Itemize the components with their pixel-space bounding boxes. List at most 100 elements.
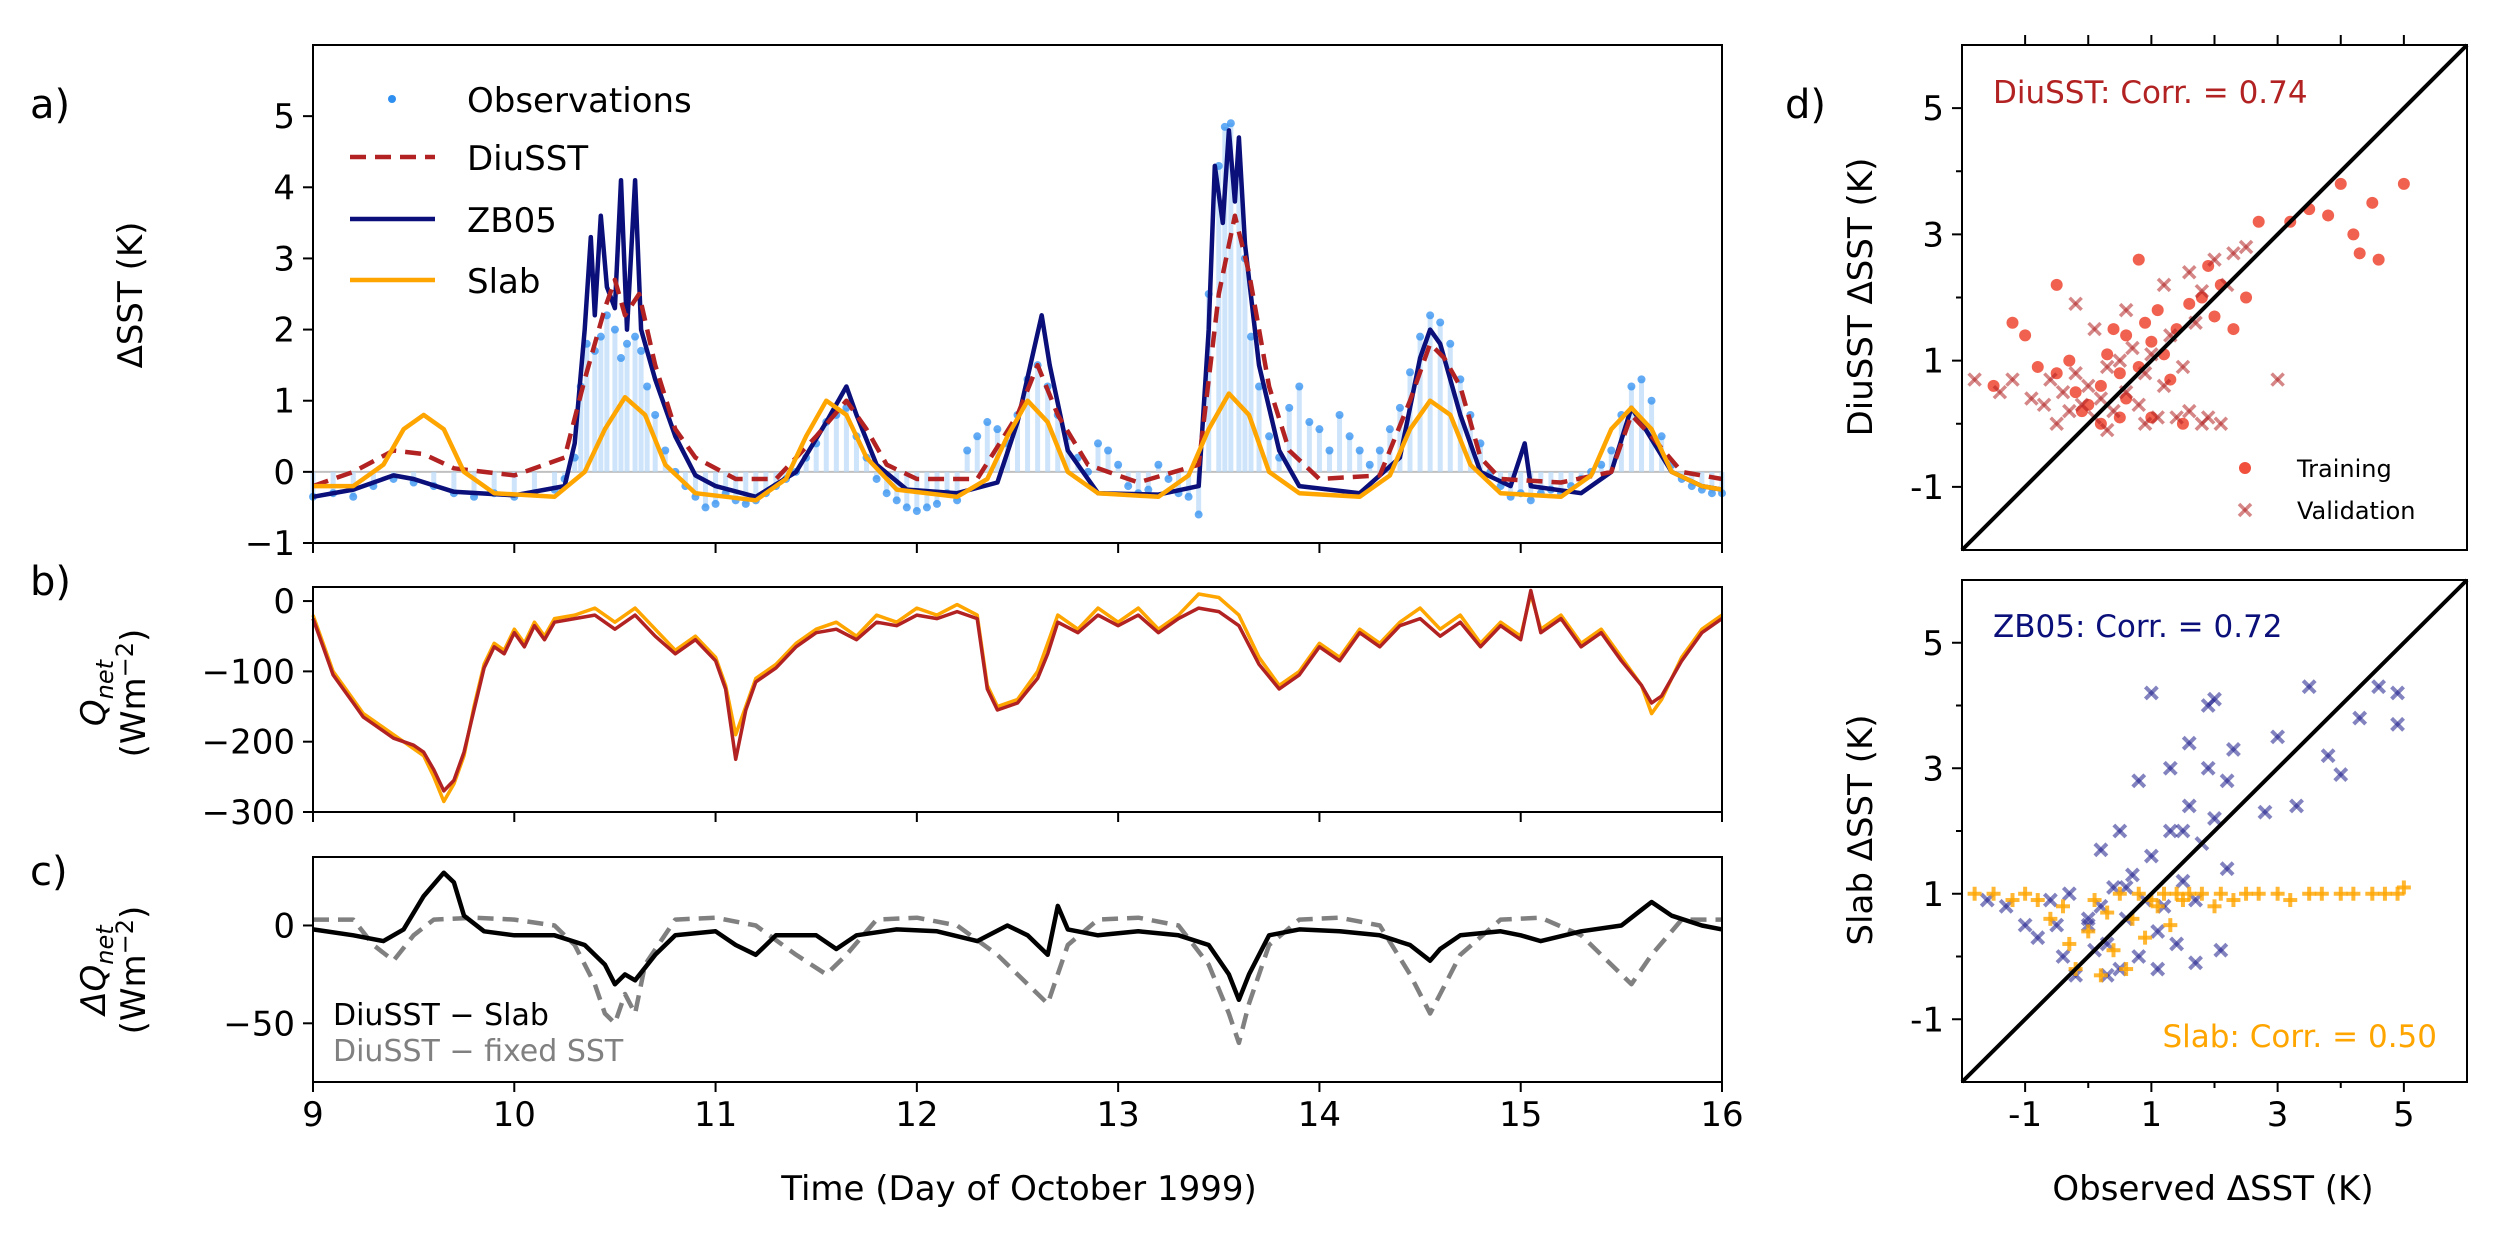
panel-c-xtick-label: 12 (895, 1095, 938, 1135)
legend-zb05: ZB05 (467, 201, 557, 241)
zb05-stroke (2270, 729, 2286, 745)
slab-point (1967, 886, 1982, 901)
panel-c-ylabel-main: ΔQ (74, 965, 114, 1018)
training-point (2120, 329, 2133, 342)
slab-point (2270, 886, 2285, 901)
zb05-point (2289, 798, 2304, 814)
zb05-stroke (2055, 949, 2071, 964)
zb05-stroke (2169, 936, 2185, 952)
validation-point (2169, 410, 2184, 425)
validation-stroke (2062, 403, 2077, 419)
zb05-stroke (2162, 760, 2178, 776)
training-point (2397, 177, 2410, 190)
zb05-stroke (2219, 861, 2235, 877)
zb05-point (2371, 679, 2387, 695)
zb05-stroke (2390, 685, 2405, 701)
zb05-point (2188, 955, 2203, 971)
zb05-point (2143, 685, 2159, 701)
zb05-point (2390, 685, 2405, 701)
slab-point (2056, 899, 2070, 914)
observation-point (932, 499, 941, 508)
panel-a-ytick-label: 5 (273, 97, 295, 137)
training-point (2227, 323, 2240, 336)
slab-point (2194, 886, 2209, 901)
validation-point (2156, 277, 2172, 293)
training-point (2240, 291, 2253, 304)
validation-point (2137, 416, 2153, 431)
zb05-stroke (2175, 823, 2191, 839)
panel-c-xtick-label: 13 (1097, 1095, 1140, 1135)
validation-stroke (2118, 384, 2134, 400)
observation-point (602, 311, 611, 320)
validation-point (2118, 302, 2134, 318)
diff-slab-label: DiuSST − Slab (333, 998, 549, 1033)
panel-b-ytick-label: −100 (202, 652, 295, 692)
training-point (2208, 310, 2221, 323)
observation-point (1406, 368, 1415, 377)
training-point (2353, 247, 2366, 260)
panel-d-bottom-xtick-label: 5 (2393, 1095, 2415, 1135)
zb05-stroke (2213, 942, 2229, 958)
zb05-point (2055, 949, 2071, 964)
zb05-stroke (2226, 742, 2241, 757)
zb05-point (2112, 823, 2128, 839)
observation-point (993, 425, 1002, 434)
validation-point (2182, 403, 2197, 419)
observation-point (661, 446, 670, 455)
validation-stroke (2081, 378, 2096, 394)
observation-point (631, 332, 640, 341)
validation-point (2194, 283, 2210, 299)
panel-c-plot: 0 −50 9 10 11 12 13 14 15 16 (223, 856, 1744, 1135)
observation-point (1114, 460, 1123, 469)
observation-point (1395, 403, 1404, 412)
validation-point (2226, 246, 2241, 261)
observation-point (1164, 474, 1173, 483)
training-point (2031, 360, 2044, 373)
slab-point (2112, 886, 2127, 901)
zb05-point (2093, 898, 2109, 914)
observation-point (1355, 446, 1364, 455)
zb05-point (2042, 892, 2058, 908)
slab-point (2087, 893, 2102, 908)
zb05-stroke (2371, 679, 2387, 695)
observation-point (983, 418, 992, 427)
training-point (2094, 379, 2107, 392)
observation-point (1154, 460, 1163, 469)
validation-point (2093, 391, 2109, 406)
observation-point (1637, 375, 1646, 384)
zb05-point (2106, 880, 2121, 895)
validation-stroke (2137, 416, 2153, 431)
validation-stroke (2207, 252, 2222, 267)
validation-point (2005, 372, 2020, 387)
validation-stroke (2068, 366, 2083, 381)
slab-point (2093, 968, 2108, 983)
panel-c-xtick-label: 15 (1499, 1095, 1542, 1135)
zb05-point (2390, 716, 2405, 732)
observation-point (1184, 492, 1193, 501)
observation-point (1104, 446, 1113, 455)
zb05-point (2080, 911, 2096, 927)
validation-point (2024, 391, 2039, 406)
observation-point (643, 382, 652, 391)
observation-point (973, 432, 982, 441)
slab-point (2100, 905, 2115, 920)
slab-point (2062, 936, 2077, 951)
validation-point (2099, 359, 2115, 375)
zb05-point (2175, 873, 2191, 889)
panel-b-ylabel: Qnet (74, 658, 119, 726)
zb05-stroke (2390, 716, 2405, 732)
slab-point (2207, 899, 2222, 914)
zb05-stroke (2219, 773, 2235, 789)
d-bottom-ylabel: Slab ΔSST (K) (1841, 714, 1881, 945)
slab-point (2251, 886, 2266, 901)
zb05-point (2188, 892, 2203, 908)
validation-point (2049, 416, 2064, 431)
panel-c-ylabel: ΔQnet (74, 924, 119, 1018)
validation-stroke (2043, 372, 2058, 387)
zb05-point (2093, 842, 2109, 858)
zb05-stroke (2162, 823, 2178, 839)
zb05-point (2150, 961, 2166, 977)
observation-point (1607, 446, 1616, 455)
observation-point (1124, 482, 1133, 491)
observation-point (1385, 425, 1394, 434)
